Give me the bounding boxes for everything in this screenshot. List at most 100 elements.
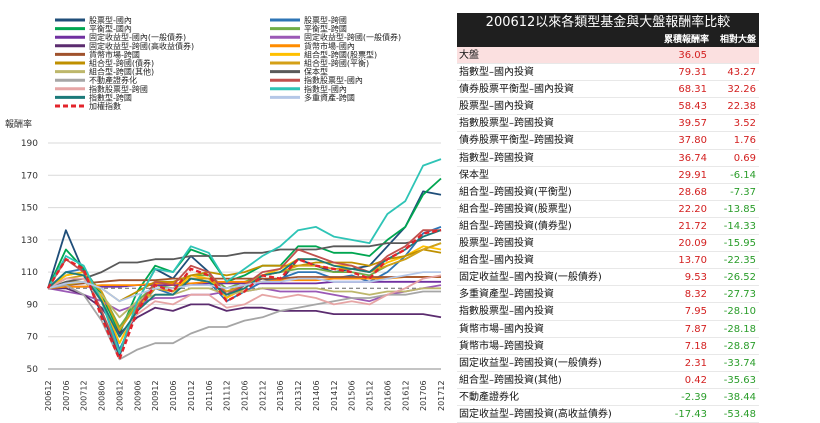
cumulative-return: 37.80	[678, 135, 707, 147]
table-row: 股票型–國內投資 58.43 22.38	[457, 98, 759, 116]
relative-to-market: -38.44	[723, 391, 756, 403]
relative-to-market: 43.27	[727, 67, 756, 79]
series-line	[47, 271, 441, 303]
x-tick-label: 201706	[419, 380, 428, 411]
x-tick-label: 201312	[294, 380, 303, 411]
table-row: 組合型–跨國投資(其他) 0.42 -35.63	[457, 372, 759, 389]
table-row: 指數股票型–國內投資 7.95 -28.10	[457, 303, 759, 321]
fund-return-table: 200612以來各類型基金與大盤報酬率比較 累積報酬率 相對大盤 大盤 36.05…	[457, 13, 759, 423]
y-tick-label: 50	[27, 365, 39, 375]
table-row: 組合型–跨國投資(債券型) 21.72 -14.33	[457, 218, 759, 236]
table-row: 組合型–跨國投資(平衡型) 28.68 -7.37	[457, 184, 759, 201]
legend-label: 貨幣市場-國內	[304, 41, 355, 51]
x-tick-label: 201612	[401, 380, 410, 411]
relative-to-market: 0.69	[733, 152, 756, 164]
relative-to-market: -28.87	[723, 340, 756, 352]
header-relative: 相對大盤	[719, 35, 756, 45]
table-row: 指數股票型–跨國投資 39.57 3.52	[457, 115, 759, 133]
legend-label: 組合型-跨國(其他)	[89, 67, 154, 77]
relative-to-market: -26.52	[723, 272, 756, 284]
x-tick-label: 200812	[115, 380, 124, 411]
cumulative-return: -2.39	[681, 391, 707, 403]
cumulative-return: 79.31	[678, 67, 707, 79]
series-line	[47, 276, 441, 290]
fund-type-name: 組合型–跨國投資(平衡型)	[459, 186, 572, 198]
legend-label: 股票型-跨國	[304, 16, 347, 25]
fund-type-name: 組合型–國內投資	[459, 255, 534, 267]
series-line	[47, 280, 441, 290]
legend-label: 平衡型-跨國	[304, 24, 347, 34]
table-row: 股票型–跨國投資 20.09 -15.95	[457, 235, 759, 253]
table-row: 貨幣市場–國內投資 7.87 -28.18	[457, 321, 759, 338]
x-axis-ticks: 200612 200706 200712 200806 200812 200906 2009…	[44, 380, 446, 411]
y-tick-label: 170	[21, 171, 38, 181]
table-row: 組合型–國內投資 13.70 -22.35	[457, 252, 759, 270]
cumulative-return: 28.68	[678, 186, 707, 198]
chart-series	[46, 158, 442, 361]
y-axis-label: 報酬率	[5, 118, 32, 130]
fund-type-name: 大盤	[459, 50, 479, 61]
relative-to-market: -15.95	[723, 238, 756, 250]
x-tick-label: 201012	[187, 380, 196, 411]
x-tick-label: 200706	[62, 380, 71, 411]
cumulative-return: 21.72	[678, 220, 707, 232]
x-tick-label: 201412	[330, 380, 339, 411]
cumulative-return: 7.18	[684, 340, 707, 352]
fund-type-name: 債券股票平衡型–國內投資	[459, 84, 574, 96]
cumulative-return: 8.32	[684, 289, 707, 301]
header-cumulative: 累積報酬率	[663, 35, 709, 45]
cumulative-return: 36.05	[678, 50, 707, 61]
legend-label: 組合型-跨國(債券)	[89, 58, 154, 68]
legend-label: 指數股票型-跨國	[89, 84, 148, 94]
fund-type-name: 保本型	[459, 169, 489, 181]
relative-to-market: 1.76	[733, 135, 756, 147]
x-tick-label: 200712	[80, 380, 89, 411]
y-tick-label: 90	[27, 300, 39, 310]
x-tick-label: 200806	[98, 380, 107, 411]
relative-to-market: -53.48	[723, 408, 756, 420]
x-tick-label: 201006	[169, 380, 178, 411]
fund-type-name: 債券股票平衡型–跨國投資	[459, 135, 574, 147]
relative-to-market: -14.33	[723, 220, 756, 232]
x-tick-label: 201206	[241, 380, 250, 411]
cumulative-return: 13.70	[678, 255, 707, 267]
legend-label: 指數型-國內	[304, 84, 347, 94]
legend-label: 多重資產-跨國	[304, 92, 355, 102]
y-tick-label: 130	[21, 236, 38, 246]
table-row: 債券股票平衡型–跨國投資 37.80 1.76	[457, 132, 759, 150]
fund-type-name: 股票型–國內投資	[459, 101, 534, 113]
x-tick-label: 201112	[223, 380, 232, 411]
series-line	[46, 229, 442, 361]
x-tick-label: 201306	[276, 380, 285, 411]
series-line	[47, 238, 441, 290]
fund-type-name: 貨幣市場–跨國投資	[459, 340, 544, 352]
legend-label: 固定收益型-跨國(高收益債券)	[89, 41, 194, 51]
header-blank	[457, 33, 653, 47]
table-row: 固定收益型–跨國投資(一般債券) 2.31 -33.74	[457, 355, 759, 372]
x-tick-label: 200612	[44, 380, 53, 411]
cumulative-return: 20.09	[678, 238, 707, 250]
legend-label: 不動產證券化	[89, 75, 137, 85]
relative-to-market: 3.52	[733, 118, 756, 130]
table-row: 多重資產型–跨國投資 8.32 -27.73	[457, 286, 759, 304]
relative-to-market	[711, 47, 759, 63]
legend-label: 貨幣市場-跨國	[89, 49, 140, 59]
table-row: 固定收益型–跨國投資(高收益債券) -17.43 -53.48	[457, 406, 759, 423]
table-row: 保本型 29.91 -6.14	[457, 167, 759, 184]
series-line	[47, 177, 442, 335]
relative-to-market: 22.38	[727, 101, 756, 113]
relative-to-market: -22.35	[723, 255, 756, 267]
fund-type-name: 指數股票型–國內投資	[459, 306, 554, 318]
fund-type-name: 指數股票型–跨國投資	[459, 118, 554, 130]
fund-type-name: 固定收益型–跨國投資(一般債券)	[459, 357, 602, 369]
y-tick-label: 110	[21, 268, 38, 278]
y-tick-label: 150	[21, 204, 38, 214]
cumulative-return: 2.31	[684, 357, 707, 369]
relative-to-market: -35.63	[723, 374, 756, 386]
legend-label: 固定收益型-國內(一般債券)	[89, 32, 186, 42]
table-body: 大盤 36.05 指數型–國內投資 79.31 43.27 債券股票平衡型–國內投資 68.…	[457, 47, 759, 423]
fund-type-name: 組合型–跨國投資(其他)	[459, 374, 562, 386]
fund-type-name: 組合型–跨國投資(股票型)	[459, 203, 572, 215]
x-tick-label: 201606	[383, 380, 392, 411]
